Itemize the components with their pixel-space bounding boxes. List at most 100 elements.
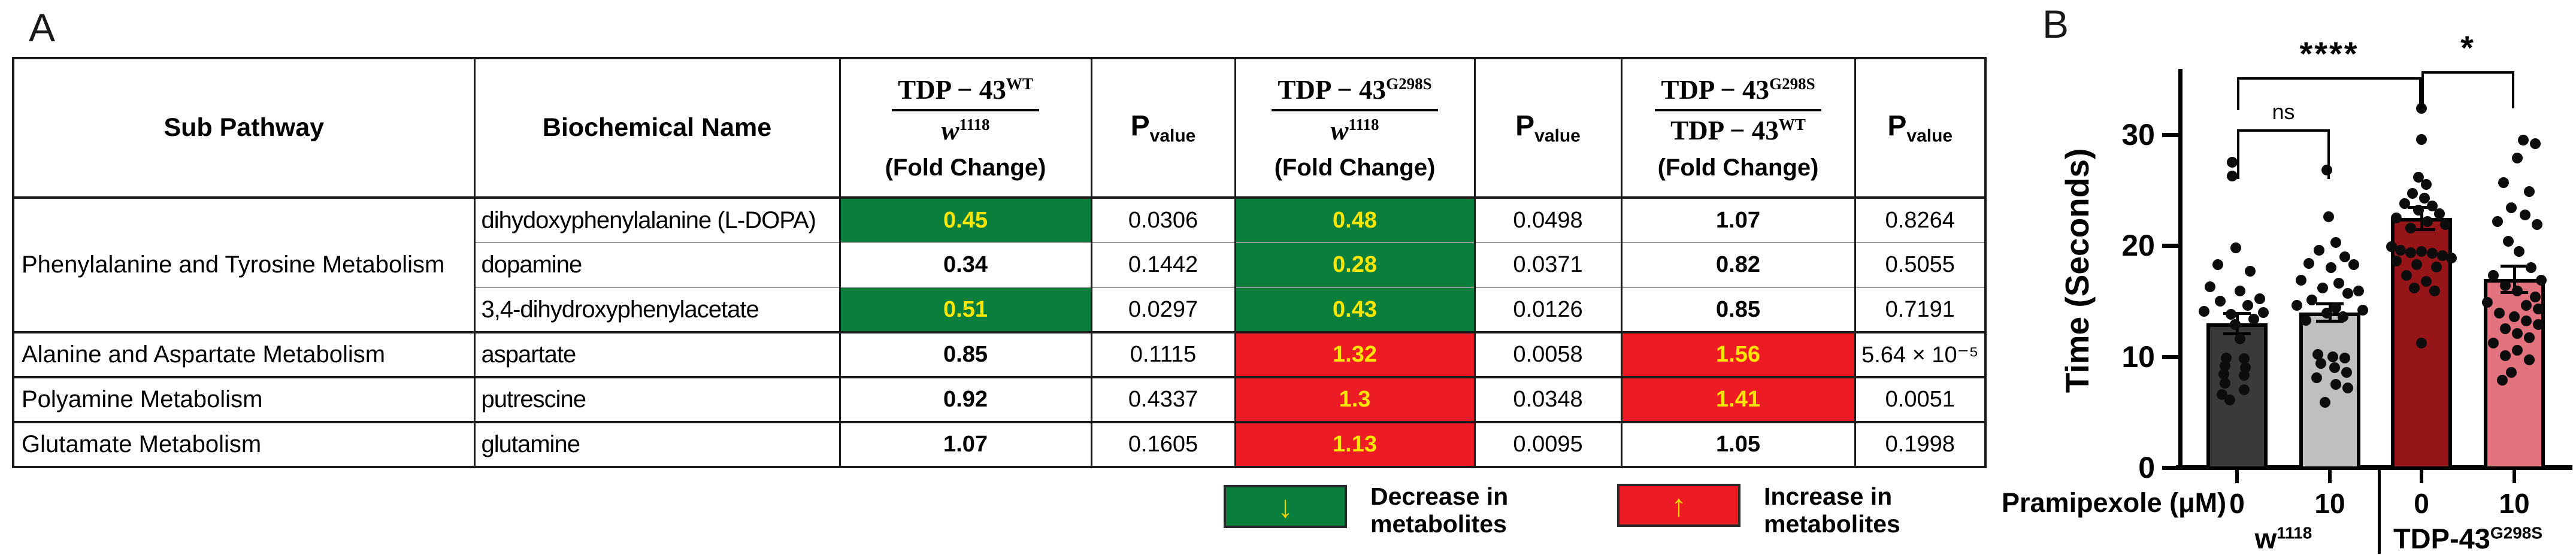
scatter-point — [2509, 311, 2520, 322]
scatter-point — [2220, 360, 2230, 371]
error-bar-stem — [2420, 207, 2423, 229]
x-tick-label: 10 — [2499, 488, 2530, 519]
scatter-point — [2245, 266, 2256, 277]
scatter-point — [2341, 366, 2352, 378]
y-tick-mark — [2162, 354, 2179, 359]
significance-label: ns — [2272, 99, 2295, 124]
scatter-point — [2500, 323, 2511, 335]
scatter-point — [2413, 205, 2424, 216]
scatter-point — [2311, 372, 2322, 383]
p-value-cell: 0.0126 — [1473, 287, 1623, 332]
scatter-point — [2242, 300, 2253, 311]
column-header-p-value-3: Pvalue — [1854, 58, 1987, 199]
p-value-cell: 0.1115 — [1090, 331, 1236, 377]
significance-bracket-post — [2237, 77, 2239, 111]
scatter-point — [2524, 332, 2535, 344]
x-axis-title: Pramipexole (μM) — [2002, 487, 2227, 518]
down-arrow-icon: ↓ — [1278, 490, 1293, 524]
scatter-point — [2330, 302, 2341, 314]
fold-change-cell: 1.3 — [1234, 376, 1476, 422]
scatter-point — [2230, 319, 2241, 330]
fold-change-cell: 1.07 — [839, 421, 1092, 467]
scatter-point — [2497, 374, 2508, 386]
sub-pathway-cell: Glutamate Metabolism — [12, 421, 476, 467]
scatter-point — [2296, 274, 2306, 286]
scatter-point — [2427, 248, 2438, 259]
p-value-cell: 0.0306 — [1090, 196, 1236, 242]
scatter-point — [2317, 282, 2328, 293]
p-value-cell: 0.0051 — [1854, 376, 1987, 422]
p-value-cell: 0.0498 — [1473, 196, 1623, 242]
significance-bracket-post — [2327, 129, 2330, 180]
x-axis-line — [2176, 465, 2572, 470]
p-value-cell: 0.1442 — [1090, 242, 1236, 287]
scatter-point — [2506, 202, 2517, 214]
scatter-point — [2416, 102, 2427, 114]
scatter-point — [2416, 338, 2427, 349]
scatter-point — [2320, 396, 2330, 408]
scatter-point — [2536, 274, 2547, 286]
scatter-point — [2514, 245, 2524, 257]
p-value-cell: 0.5055 — [1854, 242, 1987, 287]
scatter-point — [2312, 348, 2323, 360]
scatter-point — [2218, 369, 2229, 380]
significance-bracket-post — [2512, 71, 2514, 108]
genotype-group-label: w1118 — [2254, 523, 2312, 554]
p-value-cell: 0.0095 — [1473, 421, 1623, 467]
scatter-point — [2292, 300, 2302, 311]
scatter-point — [2437, 250, 2448, 262]
significance-bracket-post — [2419, 77, 2421, 111]
scatter-point — [2524, 354, 2535, 366]
scatter-point — [2492, 216, 2503, 227]
scatter-point — [2411, 259, 2422, 270]
scatter-point — [2434, 208, 2445, 219]
fold-change-cell: 1.07 — [1620, 196, 1856, 242]
error-bar-cap-top — [2501, 264, 2528, 268]
scatter-point — [2422, 216, 2433, 227]
scatter-point — [2321, 165, 2332, 176]
scatter-point — [2224, 394, 2235, 405]
y-tick-label: 0 — [2138, 451, 2155, 484]
scatter-point — [2419, 192, 2430, 204]
scatter-point — [2530, 138, 2541, 149]
biochemical-name-cell: 3,4-dihydroxyphenylacetate — [473, 287, 841, 332]
scatter-point — [2401, 270, 2412, 281]
column-header-p-value-2: Pvalue — [1473, 58, 1623, 199]
scatter-point — [2226, 309, 2236, 320]
fold-change-cell: 0.85 — [1620, 287, 1856, 332]
scatter-point — [2488, 270, 2499, 281]
scatter-point — [2446, 252, 2457, 263]
scatter-point — [2333, 278, 2344, 289]
fold-change-cell: 0.43 — [1234, 287, 1476, 332]
scatter-point — [2339, 352, 2350, 363]
scatter-point — [2220, 378, 2230, 389]
x-tick-label: 0 — [2414, 488, 2429, 519]
scatter-point — [2227, 170, 2238, 181]
scatter-point — [2421, 179, 2432, 190]
scatter-point — [2520, 209, 2530, 220]
biochemical-name-cell: putrescine — [473, 376, 841, 422]
scatter-point — [2421, 275, 2432, 287]
scatter-point — [2199, 305, 2209, 317]
legend-decrease-label: Decrease in metabolites — [1370, 483, 1509, 538]
scatter-point — [2342, 382, 2353, 393]
fold-change-cell: 1.13 — [1234, 421, 1476, 467]
scatter-point — [2227, 157, 2238, 168]
scatter-point — [2315, 357, 2326, 369]
p-value-cell: 0.4337 — [1090, 376, 1236, 422]
significance-label: * — [2460, 29, 2475, 67]
scatter-point — [2416, 245, 2427, 257]
column-header-sub-pathway: Sub Pathway — [12, 58, 476, 199]
column-header-fold-change-wt: TDP − 43WT w1118 (Fold Change) — [839, 58, 1092, 199]
biochemical-name-cell: dihydoxyphenylalanine (L-DOPA) — [473, 196, 841, 242]
biochemical-name-cell: glutamine — [473, 421, 841, 467]
scatter-point — [2357, 304, 2368, 316]
panel-a-label: A — [29, 5, 56, 50]
significance-bracket — [2237, 77, 2421, 80]
scatter-point — [2326, 262, 2336, 274]
p-value-cell: 0.0297 — [1090, 287, 1236, 332]
legend-increase-label: Increase in metabolites — [1764, 483, 1900, 538]
scatter-point — [2300, 314, 2311, 326]
legend-decrease-swatch: ↓ — [1224, 485, 1347, 528]
bar — [2206, 323, 2268, 470]
